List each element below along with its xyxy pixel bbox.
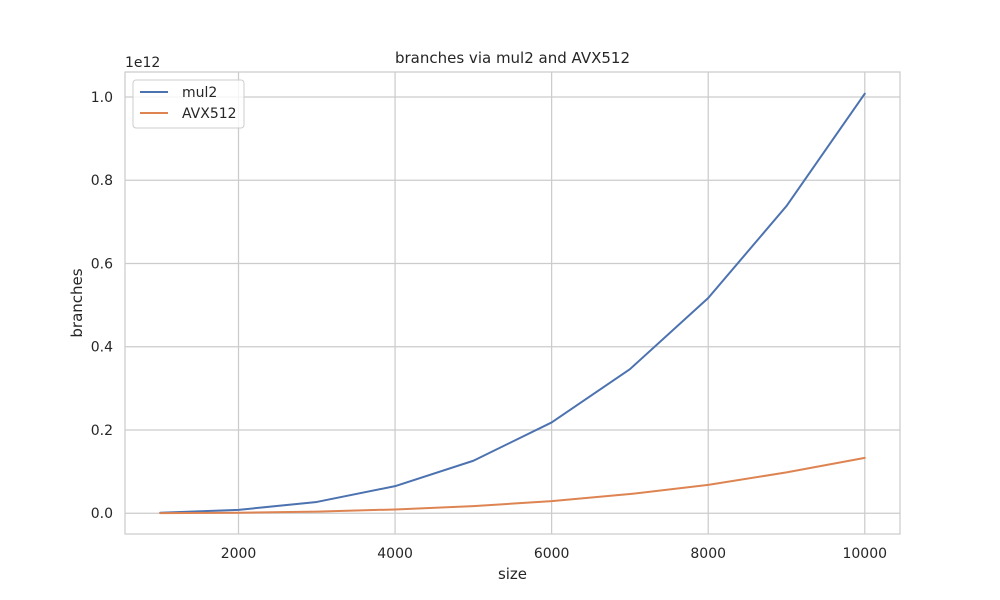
x-tick-label: 6000 <box>534 546 570 562</box>
legend: mul2 AVX512 <box>132 79 245 129</box>
y-axis-label: branches <box>68 268 86 337</box>
y-tick-label: 0.2 <box>91 423 113 439</box>
legend-label-mul2: mul2 <box>182 85 217 101</box>
x-tick-label: 4000 <box>377 546 413 562</box>
y-tick-label: 0.0 <box>91 506 113 522</box>
x-tick-label: 8000 <box>690 546 726 562</box>
y-tick-label: 0.4 <box>91 340 113 356</box>
chart-title: branches via mul2 and AVX512 <box>395 49 630 67</box>
y-tick-label: 1.0 <box>91 90 113 106</box>
legend-label-avx512: AVX512 <box>182 106 237 122</box>
tick-labels: 2000 4000 6000 8000 10000 0.0 0.2 0.4 0.6 0.8 1.0 <box>91 90 887 562</box>
series-line-mul2 <box>159 92 866 514</box>
x-axis-label: size <box>498 565 527 583</box>
plot-area-frame <box>124 71 901 535</box>
x-tick-label: 2000 <box>221 546 257 562</box>
series-layer <box>159 92 866 515</box>
series-line-avx512 <box>159 456 866 515</box>
y-offset-label: 1e12 <box>125 55 160 71</box>
y-tick-label: 0.8 <box>91 173 113 189</box>
y-tick-label: 0.6 <box>91 256 113 272</box>
grid-layer <box>125 72 900 534</box>
x-tick-label: 10000 <box>842 546 887 562</box>
